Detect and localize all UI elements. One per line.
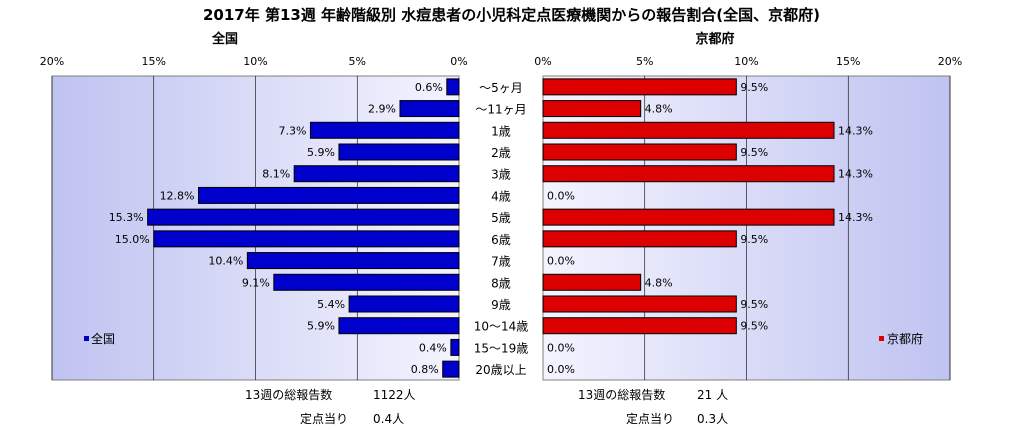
category-label: 6歳	[491, 233, 511, 247]
kyoto-value-label: 0.0%	[547, 189, 575, 202]
national-bar	[348, 295, 460, 313]
kyoto-bar	[542, 78, 737, 96]
category-label: 1歳	[491, 124, 511, 138]
national-value-label: 5.9%	[307, 146, 335, 159]
kyoto-value-label: 9.5%	[740, 146, 768, 159]
national-bar	[338, 317, 460, 335]
national-value-label: 0.4%	[419, 341, 447, 354]
category-label: ～11ヶ月	[475, 103, 526, 117]
national-value-label: 2.9%	[368, 103, 396, 116]
kyoto-value-label: 14.3%	[838, 168, 873, 181]
kyoto-panel-title: 京都府	[695, 31, 734, 47]
national-tick-label: 5%	[349, 55, 366, 68]
national-tick-label: 20%	[40, 55, 64, 68]
kyoto-value-label: 9.5%	[740, 320, 768, 333]
national-bar	[399, 100, 460, 118]
national-bar	[246, 252, 460, 270]
national-bar	[153, 230, 460, 248]
kyoto-tick-label: 20%	[938, 55, 962, 68]
kyoto-tick-label: 10%	[734, 55, 758, 68]
kyoto-bar	[542, 100, 642, 118]
kyoto-bar	[542, 143, 737, 161]
national-per-value: 0.4人	[373, 412, 405, 426]
category-label: 9歳	[491, 298, 511, 312]
kyoto-value-label: 9.5%	[740, 233, 768, 246]
kyoto-value-label: 14.3%	[838, 124, 873, 137]
national-legend-swatch	[84, 336, 89, 341]
category-label: 10～14歳	[474, 320, 529, 334]
national-tick-label: 10%	[243, 55, 267, 68]
kyoto-bar	[542, 317, 737, 335]
kyoto-tick-label: 15%	[836, 55, 860, 68]
kyoto-bar	[542, 230, 737, 248]
national-value-label: 10.4%	[208, 255, 243, 268]
kyoto-per-value: 0.3人	[697, 412, 729, 426]
kyoto-bar	[542, 208, 835, 226]
national-value-label: 12.8%	[160, 189, 195, 202]
national-per-label: 定点当り	[300, 412, 349, 426]
national-value-label: 8.1%	[262, 168, 290, 181]
national-bar	[338, 143, 460, 161]
kyoto-legend-swatch	[879, 336, 884, 341]
category-label: 7歳	[491, 255, 511, 269]
national-value-label: 7.3%	[278, 124, 306, 137]
kyoto-bar	[542, 165, 835, 183]
national-bar	[450, 338, 460, 356]
national-bar	[293, 165, 460, 183]
national-total-label: 13週の総報告数	[245, 388, 333, 402]
kyoto-value-label: 0.0%	[547, 363, 575, 376]
category-label: 2歳	[491, 146, 511, 160]
category-label: 4歳	[491, 189, 511, 203]
kyoto-bar	[542, 273, 642, 291]
national-value-label: 15.3%	[109, 211, 144, 224]
national-panel-title: 全国	[211, 31, 238, 47]
category-label: 20歳以上	[475, 363, 526, 377]
national-bar	[446, 78, 460, 96]
national-bar	[309, 121, 460, 139]
kyoto-bar	[542, 295, 737, 313]
national-tick-label: 15%	[142, 55, 166, 68]
kyoto-value-label: 0.0%	[547, 341, 575, 354]
national-tick-label: 0%	[450, 55, 467, 68]
kyoto-value-label: 14.3%	[838, 211, 873, 224]
national-value-label: 0.6%	[415, 81, 443, 94]
kyoto-value-label: 4.8%	[645, 103, 673, 116]
kyoto-value-label: 9.5%	[740, 81, 768, 94]
kyoto-total-value: 21 人	[697, 388, 729, 402]
kyoto-value-label: 9.5%	[740, 298, 768, 311]
national-total-value: 1122人	[373, 388, 416, 402]
kyoto-tick-label: 0%	[534, 55, 551, 68]
kyoto-bar	[542, 121, 835, 139]
category-label: 3歳	[491, 168, 511, 182]
category-label: 8歳	[491, 276, 511, 290]
category-label: 15～19歳	[474, 341, 529, 355]
kyoto-legend-label: 京都府	[887, 331, 923, 346]
chart-title: 2017年 第13週 年齢階級別 水痘患者の小児科定点医療機関からの報告割合(全…	[202, 6, 820, 24]
national-value-label: 5.4%	[317, 298, 345, 311]
national-bar	[273, 273, 460, 291]
kyoto-value-label: 0.0%	[547, 255, 575, 268]
category-label: ～5ヶ月	[479, 81, 523, 95]
national-value-label: 15.0%	[115, 233, 150, 246]
national-bar	[198, 186, 460, 204]
national-bar	[442, 360, 460, 378]
kyoto-tick-label: 5%	[636, 55, 653, 68]
category-label: 5歳	[491, 211, 511, 225]
national-bar	[147, 208, 460, 226]
kyoto-total-label: 13週の総報告数	[578, 388, 666, 402]
national-value-label: 9.1%	[242, 276, 270, 289]
kyoto-per-label: 定点当り	[626, 412, 675, 426]
national-value-label: 5.9%	[307, 320, 335, 333]
national-legend-label: 全国	[91, 331, 115, 346]
national-value-label: 0.8%	[411, 363, 439, 376]
kyoto-value-label: 4.8%	[645, 276, 673, 289]
